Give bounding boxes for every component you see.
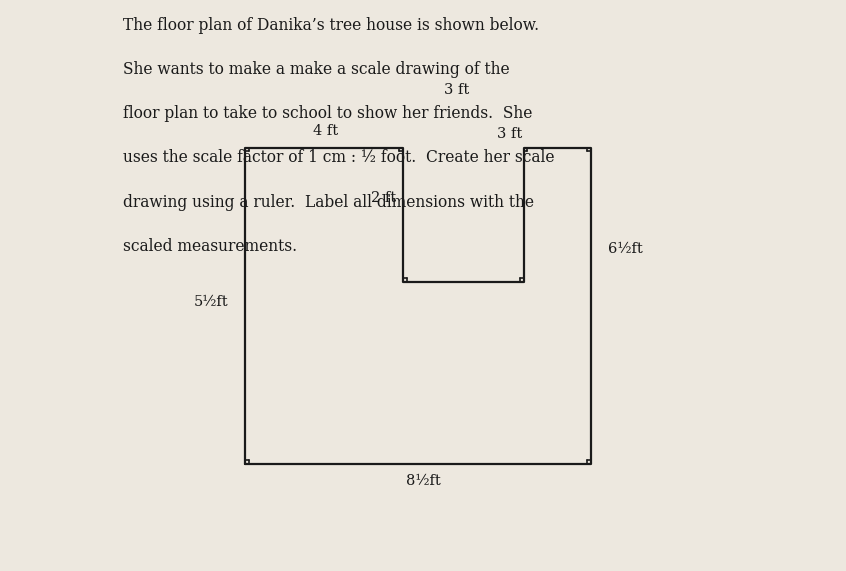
Text: She wants to make a make a scale drawing of the: She wants to make a make a scale drawing…	[123, 61, 509, 78]
Text: 3 ft: 3 ft	[497, 127, 522, 142]
Text: 4 ft: 4 ft	[313, 124, 338, 138]
Text: The floor plan of Danika’s tree house is shown below.: The floor plan of Danika’s tree house is…	[123, 17, 539, 34]
Text: drawing using a ruler.  Label all dimensions with the: drawing using a ruler. Label all dimensi…	[123, 194, 534, 211]
Text: 3 ft: 3 ft	[444, 83, 470, 98]
Text: uses the scale factor of 1 cm : ½ foot.  Create her scale: uses the scale factor of 1 cm : ½ foot. …	[123, 150, 555, 166]
Text: 2 ft: 2 ft	[371, 191, 396, 205]
Text: 6½ft: 6½ft	[607, 242, 642, 256]
Text: floor plan to take to school to show her friends.  She: floor plan to take to school to show her…	[123, 105, 532, 122]
Text: 8½ft: 8½ft	[405, 473, 441, 488]
Text: scaled measurements.: scaled measurements.	[123, 238, 297, 255]
Text: 5½ft: 5½ft	[194, 295, 228, 309]
